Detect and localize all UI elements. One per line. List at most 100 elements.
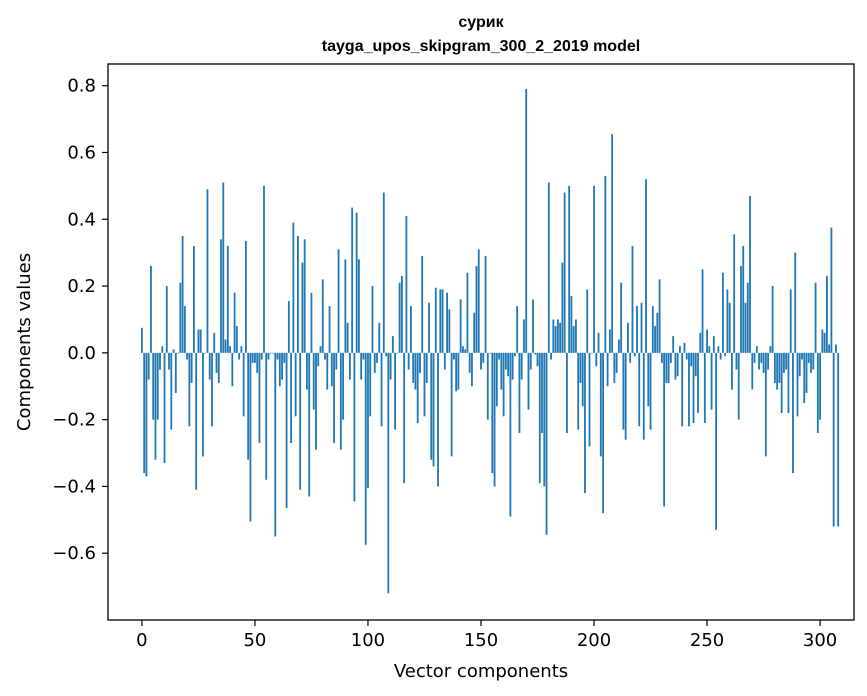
bar: [238, 352, 241, 360]
bar: [294, 352, 297, 417]
bar: [787, 352, 790, 413]
bar-series: [141, 89, 840, 594]
bar: [613, 352, 616, 383]
bar: [208, 352, 211, 380]
bar: [260, 352, 263, 360]
bar: [364, 352, 367, 545]
bar: [654, 326, 656, 353]
bar: [794, 252, 797, 353]
bar: [615, 352, 618, 373]
bar: [337, 249, 340, 353]
bar: [740, 266, 742, 353]
x-tick-label: 50: [243, 630, 266, 651]
bar: [159, 352, 161, 370]
bar: [446, 292, 448, 353]
bar: [536, 352, 539, 367]
bar: [742, 245, 745, 353]
bar: [292, 222, 295, 353]
x-axis-label: Vector components: [394, 661, 568, 682]
bar: [554, 326, 557, 353]
bar: [595, 352, 598, 367]
bar: [715, 352, 718, 530]
bar: [699, 332, 702, 353]
bar: [828, 344, 831, 353]
bar: [602, 352, 604, 514]
bar: [419, 352, 421, 373]
y-tick-label: 0.8: [67, 76, 96, 97]
bar: [647, 352, 650, 407]
bar: [645, 179, 647, 353]
bar: [285, 352, 288, 509]
bar: [450, 352, 453, 457]
bar: [746, 282, 749, 353]
bar: [556, 319, 559, 353]
bar: [396, 352, 399, 354]
bar: [812, 352, 815, 370]
bar: [803, 352, 806, 403]
bar: [321, 279, 324, 353]
bar: [570, 296, 573, 353]
bar: [690, 352, 693, 367]
bar: [762, 352, 765, 373]
bar: [319, 346, 322, 353]
bar: [776, 352, 779, 390]
bar: [410, 306, 412, 353]
bar: [281, 352, 283, 380]
bar: [310, 292, 313, 353]
bar: [674, 352, 677, 380]
bar: [491, 352, 494, 474]
bar: [150, 266, 152, 353]
bar: [753, 352, 756, 363]
bar: [495, 352, 498, 407]
bar: [193, 245, 195, 353]
y-tick-label: 0.2: [67, 276, 96, 297]
bar: [330, 352, 333, 387]
y-tick-label: −0.4: [52, 476, 96, 497]
bar: [771, 286, 774, 353]
bar: [780, 352, 783, 413]
bar: [837, 352, 840, 527]
bar: [724, 352, 727, 357]
bar: [534, 352, 537, 355]
bar: [755, 346, 758, 353]
bar: [480, 352, 482, 370]
bar: [283, 352, 286, 363]
bar: [202, 352, 204, 457]
bar: [403, 352, 406, 484]
bar: [744, 302, 747, 353]
bar: [278, 352, 281, 387]
bar: [145, 352, 148, 477]
bar: [590, 352, 593, 354]
bar: [471, 352, 473, 387]
bar: [810, 352, 812, 373]
bar: [398, 282, 401, 353]
bar: [665, 352, 668, 383]
bar: [335, 352, 338, 370]
bar: [563, 192, 566, 353]
bar: [387, 352, 390, 594]
bar: [527, 352, 530, 410]
bar: [728, 302, 731, 353]
bar: [649, 352, 652, 430]
bar: [489, 352, 491, 354]
bar: [624, 352, 627, 440]
bar: [448, 309, 451, 353]
bar: [229, 346, 231, 353]
bar: [296, 235, 299, 353]
bar: [371, 286, 374, 353]
bar: [751, 352, 754, 390]
bar: [165, 286, 168, 353]
bar: [242, 352, 245, 417]
bar: [640, 302, 643, 353]
bar: [326, 352, 329, 390]
bar: [681, 352, 684, 427]
bar: [785, 352, 788, 370]
bar: [593, 185, 595, 353]
bar: [430, 352, 433, 460]
bar: [344, 259, 347, 353]
bar: [568, 185, 571, 353]
bar: [224, 339, 227, 353]
bar: [466, 272, 469, 353]
bar: [226, 245, 229, 353]
